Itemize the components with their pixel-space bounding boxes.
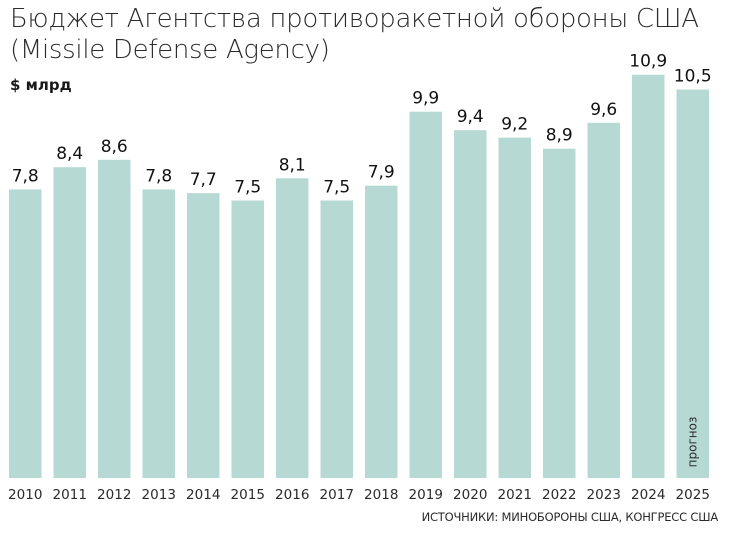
chart-title-line-1: Бюджет Агентства противоракетной обороны… xyxy=(10,4,699,34)
x-tick-label-2024: 2024 xyxy=(631,487,665,503)
bar-2023 xyxy=(587,122,620,479)
x-tick-label-2021: 2021 xyxy=(498,487,532,503)
value-label-2018: 7,9 xyxy=(368,163,395,183)
value-label-2010: 7,8 xyxy=(12,166,39,186)
value-label-2016: 8,1 xyxy=(279,155,306,175)
bar-2014 xyxy=(187,193,220,478)
value-label-2020: 9,4 xyxy=(457,107,484,127)
value-label-2012: 8,6 xyxy=(101,137,128,157)
value-label-2015: 7,5 xyxy=(234,178,261,198)
value-label-2013: 7,8 xyxy=(145,166,172,186)
bar-2015 xyxy=(231,200,264,478)
x-tick-label-2022: 2022 xyxy=(542,487,576,503)
value-label-2019: 9,9 xyxy=(412,89,439,109)
bar-2020 xyxy=(454,130,487,478)
x-tick-label-2025: 2025 xyxy=(676,487,710,503)
x-tick-label-2010: 2010 xyxy=(8,487,42,503)
bar-2016 xyxy=(276,178,309,479)
x-tick-label-2014: 2014 xyxy=(186,487,220,503)
bar-2012 xyxy=(98,159,131,479)
value-label-2011: 8,4 xyxy=(56,144,83,164)
chart-title: Бюджет Агентства противоракетной обороны… xyxy=(10,4,730,66)
x-tick-label-2020: 2020 xyxy=(453,487,487,503)
value-label-2022: 8,9 xyxy=(546,126,573,146)
x-tick-label-2016: 2016 xyxy=(275,487,309,503)
value-label-2017: 7,5 xyxy=(323,178,350,198)
bar-2021 xyxy=(498,137,531,478)
x-tick-label-2012: 2012 xyxy=(97,487,131,503)
value-label-2023: 9,6 xyxy=(590,100,617,120)
chart-title-line-2: (Missile Defense Agency) xyxy=(10,35,330,65)
x-tick-label-2015: 2015 xyxy=(231,487,265,503)
x-tick-label-2011: 2011 xyxy=(53,487,87,503)
forecast-annotation: прогноз xyxy=(686,417,700,468)
x-tick-label-2013: 2013 xyxy=(142,487,176,503)
value-label-2014: 7,7 xyxy=(190,170,217,190)
x-tick-label-2019: 2019 xyxy=(409,487,443,503)
bar-2025 xyxy=(676,89,709,478)
value-label-2025: 10,5 xyxy=(674,67,712,87)
bar-2017 xyxy=(320,200,353,478)
bar-2022 xyxy=(543,148,576,478)
bar-2018 xyxy=(365,185,398,478)
bar-2013 xyxy=(142,189,175,478)
bar-2010 xyxy=(9,189,42,478)
bar-2019 xyxy=(409,111,442,478)
y-axis-unit-label: $ млрд xyxy=(10,76,72,94)
x-tick-label-2018: 2018 xyxy=(364,487,398,503)
bar-2011 xyxy=(53,167,86,478)
x-tick-label-2023: 2023 xyxy=(587,487,621,503)
bar-2024 xyxy=(632,74,665,478)
x-tick-label-2017: 2017 xyxy=(320,487,354,503)
source-note: ИСТОЧНИКИ: МИНОБОРОНЫ США, КОНГРЕСС США xyxy=(421,510,719,524)
value-label-2024: 10,9 xyxy=(629,52,667,72)
value-label-2021: 9,2 xyxy=(501,115,528,135)
